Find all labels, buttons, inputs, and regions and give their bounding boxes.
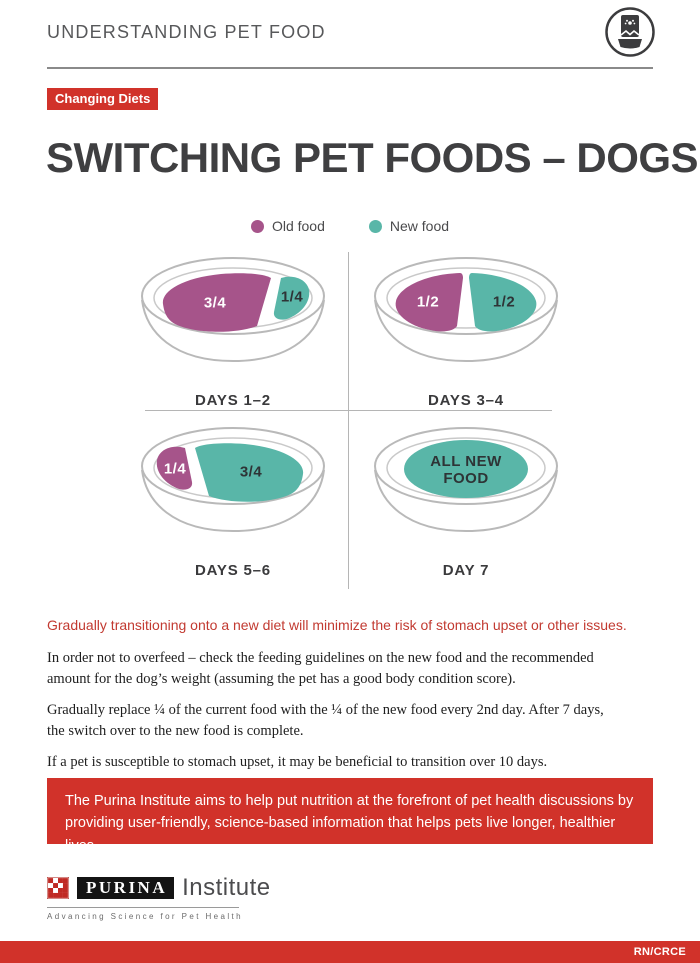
old-food-dot-icon <box>250 219 264 233</box>
bowl-days-5-6: 1/4 3/4 DAYS 5–6 <box>133 424 333 579</box>
portion-new: 1/2 <box>492 293 516 311</box>
logo-tagline: Advancing Science for Pet Health <box>47 907 241 921</box>
purina-institute-banner: The Purina Institute aims to help put nu… <box>47 778 653 854</box>
purina-wordmark: PURINA <box>77 877 175 899</box>
portion-new: ALL NEW FOOD <box>430 452 502 487</box>
institute-wordmark: Institute <box>182 874 271 901</box>
bowl-icon <box>374 427 558 533</box>
bowl-days-1-2: 3/4 1/4 DAYS 1–2 <box>133 254 333 409</box>
paragraph-feeding-guidelines: In order not to overfeed – check the fee… <box>47 650 594 688</box>
portion-old: 3/4 <box>203 294 227 312</box>
portion-new: 1/4 <box>280 288 304 306</box>
bowl-icon <box>141 257 325 363</box>
day-label: DAYS 1–2 <box>195 392 271 409</box>
legend-item-new-food: New food <box>368 218 450 234</box>
legend-label-new: New food <box>389 218 450 234</box>
grid-horizontal-divider <box>145 410 552 411</box>
portion-old: 1/2 <box>416 293 440 311</box>
purina-checkerboard-icon <box>47 877 69 899</box>
bowl-days-3-4: 1/2 1/2 DAYS 3–4 <box>366 254 566 409</box>
body-paragraphs: In order not to overfeed – check the fee… <box>47 648 622 783</box>
new-food-dot-icon <box>368 219 382 233</box>
grid-vertical-divider <box>348 252 349 589</box>
portion-old: 1/4 <box>163 460 187 478</box>
legend-item-old-food: Old food <box>250 218 325 234</box>
pet-food-bag-and-bowl-icon <box>604 6 656 58</box>
section-badge: Changing Diets <box>47 88 159 110</box>
paragraph-replace-quarter: Gradually replace ¼ of the current food … <box>47 702 604 740</box>
footer-bar: RN/CRCE <box>0 941 700 963</box>
portion-new: 3/4 <box>239 463 263 481</box>
day-label: DAY 7 <box>442 562 490 579</box>
paragraph-stomach-upset: If a pet is susceptible to stomach upset… <box>47 754 548 771</box>
legend: Old food New food <box>0 218 700 234</box>
bowl-icon <box>141 427 325 533</box>
purina-institute-logo: PURINA Institute Advancing Science for P… <box>47 874 271 921</box>
header-title: UNDERSTANDING PET FOOD <box>47 22 326 42</box>
header-divider <box>47 67 653 69</box>
highlight-sentence: Gradually transitioning onto a new diet … <box>47 617 627 633</box>
bowl-day-7: ALL NEW FOOD DAY 7 <box>366 424 566 579</box>
footer-code: RN/CRCE <box>633 946 686 958</box>
page-title: SWITCHING PET FOODS – DOGS <box>46 134 699 181</box>
legend-label-old: Old food <box>271 218 325 234</box>
bowl-icon <box>374 257 558 363</box>
day-label: DAYS 3–4 <box>428 392 504 409</box>
day-label: DAYS 5–6 <box>195 562 271 579</box>
